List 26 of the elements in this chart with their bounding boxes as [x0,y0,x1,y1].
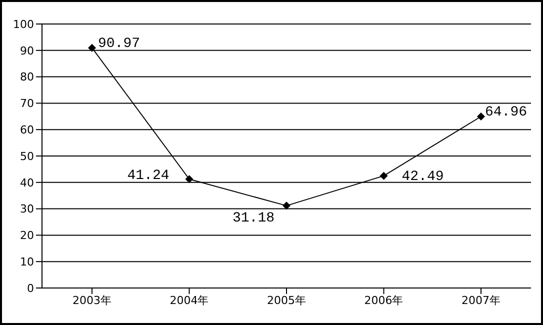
x-tick-label: 2006年 [364,294,404,307]
y-tick-label: 80 [20,70,34,84]
y-tick-label: 30 [20,202,34,216]
data-label: 42.49 [402,168,444,185]
data-label: 64.96 [485,104,528,121]
y-tick-label: 50 [20,150,34,163]
y-tick-label: 0 [27,282,34,295]
data-label: 90.97 [98,36,140,52]
y-tick-label: 70 [20,97,34,110]
point [88,44,96,52]
y-tick-label: 40 [20,176,34,190]
point [380,172,388,180]
y-tick-label: 60 [20,124,34,137]
y-tick-label: 90 [20,44,34,58]
y-tick-label: 10 [20,256,34,269]
x-tick-label: 2004年 [170,294,209,307]
x-tick-label: 2003年 [72,294,112,307]
point [185,175,194,184]
data-label: 41.24 [127,168,170,184]
y-tick-label: 100 [13,18,34,31]
x-tick-label: 2005年 [267,294,306,307]
x-tick-label: 2007年 [462,294,500,307]
data-label: 31.18 [232,210,274,227]
point [282,202,290,210]
y-tick-label: 20 [20,229,34,242]
point [477,112,485,121]
